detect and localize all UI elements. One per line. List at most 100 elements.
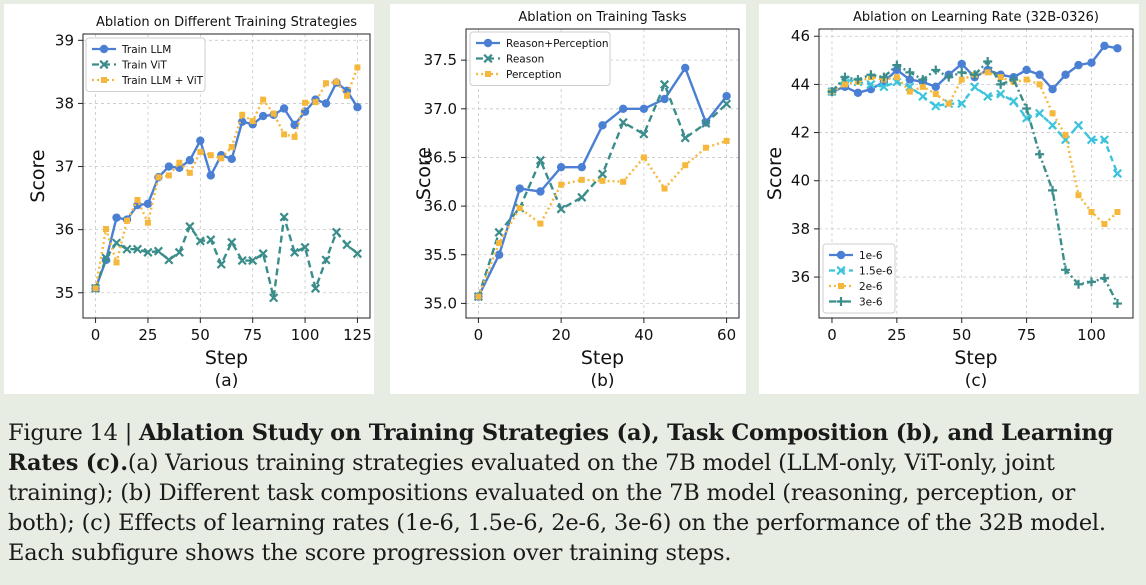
data-point (599, 177, 606, 184)
data-point (1023, 76, 1030, 83)
data-point (983, 57, 993, 67)
data-point (1035, 149, 1045, 159)
series-line (831, 71, 1119, 226)
data-point (1022, 103, 1032, 113)
data-point (997, 74, 1004, 81)
data-point (1009, 75, 1019, 85)
data-point (227, 237, 237, 247)
data-point (1099, 273, 1109, 283)
data-point (475, 293, 482, 300)
legend-label: Reason+Perception (506, 38, 609, 50)
data-point (701, 118, 711, 128)
plot-frame (465, 28, 740, 319)
data-point (639, 129, 649, 139)
series-line (477, 139, 727, 298)
y-tick-label: 40 (791, 172, 810, 190)
y-tick-label: 36.0 (424, 197, 457, 215)
data-point (597, 169, 608, 179)
data-point (598, 121, 607, 130)
data-point (258, 111, 268, 121)
data-point (556, 162, 566, 172)
chart-b: Ablation on Training Tasks 0 20 40 60 35.0 35.… (413, 10, 740, 391)
y-tick-label: 44 (791, 75, 810, 93)
data-point (143, 199, 153, 208)
data-point (661, 185, 668, 192)
data-point (260, 96, 267, 103)
legend-label: Train LLM + ViT (121, 75, 204, 87)
data-point (970, 82, 980, 92)
data-point (300, 242, 310, 252)
data-point (996, 89, 1006, 99)
data-point (103, 226, 110, 233)
data-point (558, 181, 565, 188)
data-point (681, 63, 690, 73)
subfigure-label: (b) (590, 371, 614, 391)
legend-swatch-marker (485, 71, 491, 77)
legend-label: Train ViT (121, 60, 167, 72)
data-point (496, 240, 503, 247)
data-point (537, 220, 544, 227)
data-point (494, 250, 504, 259)
data-point (92, 285, 99, 292)
data-point (290, 247, 300, 257)
legend-swatch-marker (483, 53, 493, 64)
data-point (270, 110, 277, 117)
data-point (905, 75, 915, 84)
y-axis-label: Score (27, 149, 49, 202)
data-point (659, 79, 670, 90)
legend-label: Train LLM (121, 44, 171, 56)
data-point (321, 255, 331, 265)
legend-swatch-marker (101, 77, 107, 83)
data-point (1048, 85, 1057, 94)
legend-label: 3e-6 (859, 297, 883, 309)
data-point (143, 247, 153, 257)
chart-panel-b: Ablation on Training Tasks 0 20 40 60 35.0 35.… (390, 4, 746, 394)
x-tick-label: 75 (243, 326, 262, 344)
data-point (1099, 135, 1110, 145)
legend: Train LLM Train ViT Train LLM + ViT (85, 37, 206, 92)
data-point (722, 99, 732, 109)
legend-swatch-marker (483, 38, 493, 48)
data-point (1061, 70, 1070, 79)
data-point (1022, 65, 1031, 75)
chart-panel-c: Ablation on Learning Rate (32B-0326) 0 25 5… (759, 4, 1139, 394)
y-tick-label: 38 (791, 220, 810, 238)
series-perception (475, 137, 730, 300)
series-reason (473, 79, 732, 302)
data-point (853, 88, 863, 98)
data-point (957, 59, 966, 69)
series-reason-perception (474, 63, 731, 301)
legend-swatch-marker (836, 265, 846, 276)
legend-swatch-marker (99, 44, 109, 54)
figure-caption: Figure 14 | Ablation Study on Training S… (8, 418, 1140, 568)
data-point (1061, 265, 1071, 275)
x-tick-label: 60 (717, 326, 736, 344)
data-point (1036, 81, 1043, 88)
x-tick-label: 75 (1017, 326, 1036, 344)
data-point (577, 162, 587, 172)
data-point (957, 99, 967, 109)
data-point (945, 100, 952, 107)
data-point (323, 80, 330, 87)
data-point (123, 217, 130, 224)
data-point (1035, 70, 1044, 79)
data-point (164, 255, 174, 265)
chart-a: Ablation on Different Training Strategie… (27, 15, 372, 391)
data-point (1075, 192, 1082, 199)
data-point (1086, 135, 1097, 145)
x-tick-label: 125 (343, 326, 372, 344)
x-tick-label: 25 (138, 326, 157, 344)
y-axis-label: Score (413, 147, 435, 200)
data-point (132, 244, 143, 254)
data-point (249, 118, 256, 125)
x-axis-label: Step (205, 347, 248, 369)
data-point (996, 79, 1006, 89)
data-point (352, 249, 363, 259)
chart-title: Ablation on Learning Rate (32B-0326) (853, 10, 1099, 25)
data-point (1101, 221, 1108, 228)
x-axis-label: Step (954, 347, 997, 369)
legend: 1e-6 1.5e-6 2e-6 3e-6 (822, 243, 896, 314)
y-tick-label: 38 (55, 94, 74, 112)
data-point (176, 159, 183, 166)
data-point (892, 60, 902, 70)
